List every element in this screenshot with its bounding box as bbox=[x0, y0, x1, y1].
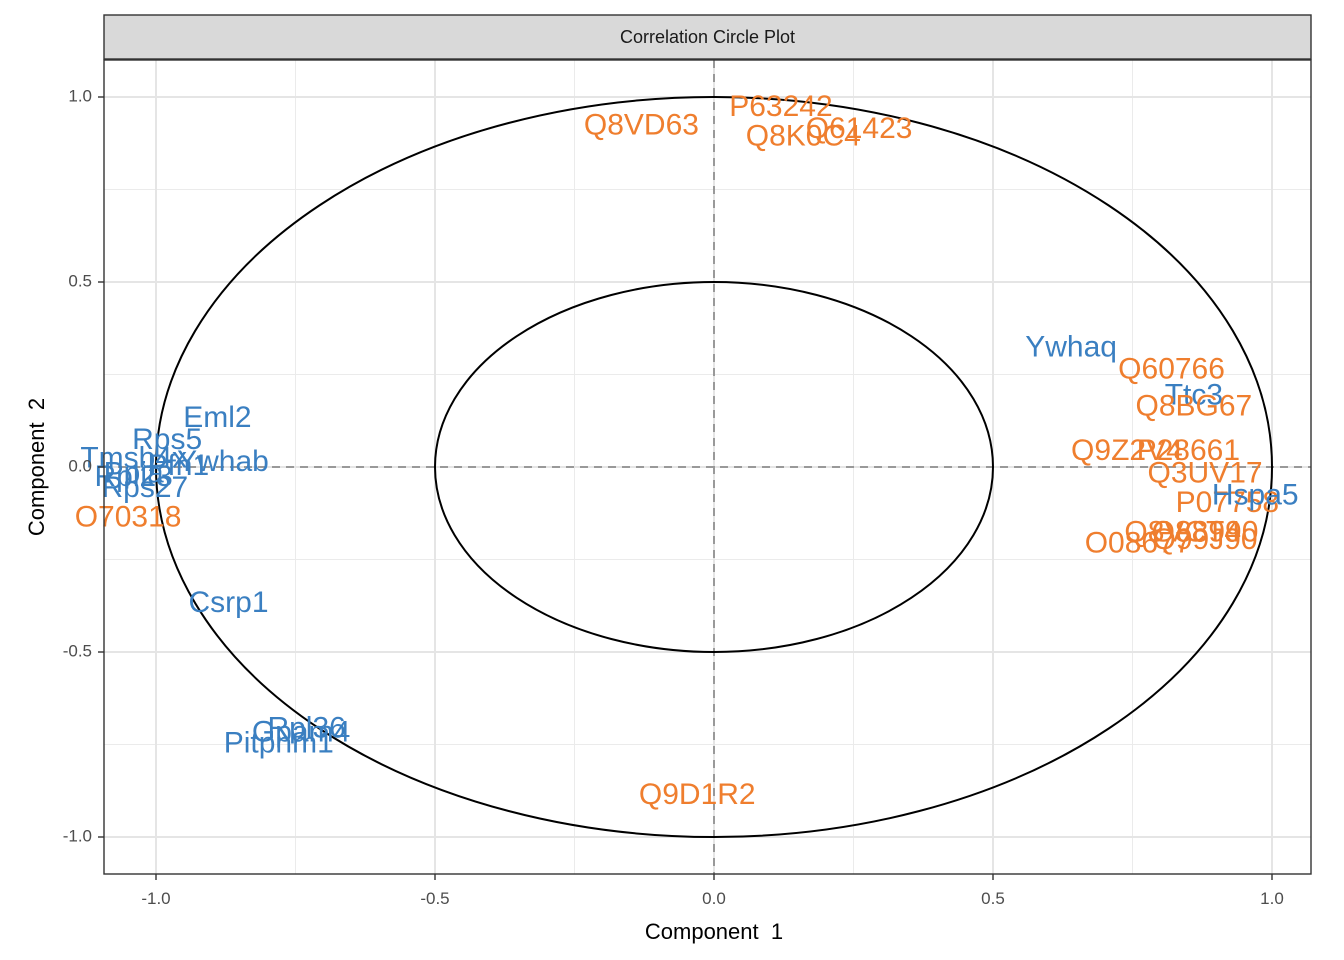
variable-label: Q3UV17 bbox=[1148, 456, 1263, 489]
variable-label: Ppia bbox=[104, 456, 164, 489]
variable-label: Q9Z2V4 bbox=[1071, 434, 1183, 467]
variable-label: O88990 bbox=[1152, 516, 1259, 549]
variable-label: Q8VCT4 bbox=[1124, 516, 1241, 549]
outer-circle bbox=[155, 96, 1273, 838]
variable-label: Q8VD63 bbox=[584, 109, 699, 142]
variable-label: Rps27 bbox=[101, 471, 188, 504]
variable-label: Q8BG67 bbox=[1136, 390, 1253, 423]
y-tick-label: -1.0 bbox=[63, 826, 92, 845]
variable-label: Q60766 bbox=[1118, 353, 1225, 386]
x-tick-label: 0.0 bbox=[702, 889, 726, 908]
variable-label: Q8K0C4 bbox=[746, 120, 861, 153]
y-tick-label: -0.5 bbox=[63, 641, 92, 660]
chart-title: Correlation Circle Plot bbox=[620, 27, 795, 47]
variable-label: Ywhaq bbox=[1025, 331, 1117, 364]
variable-label: P63242 bbox=[729, 90, 832, 123]
variable-label: Csrp1 bbox=[189, 586, 269, 619]
correlation-circles bbox=[155, 96, 1273, 838]
axes: -1.0 -0.5 0.0 0.5 1.0 -1.0 -0.5 0.0 0.5 1.0 bbox=[63, 86, 1284, 908]
variable-label: Pitpnm1 bbox=[224, 726, 334, 759]
variable-label: Rps5 bbox=[132, 423, 202, 456]
variable-label: Q61423 bbox=[806, 112, 913, 145]
variable-label: Hspa5 bbox=[1212, 479, 1299, 512]
inner-circle bbox=[434, 281, 994, 653]
variable-label: Gpam4 bbox=[252, 715, 350, 748]
y-tick-label: 0.0 bbox=[68, 456, 92, 475]
x-tick-label: 0.5 bbox=[981, 889, 1005, 908]
facet-strip bbox=[103, 14, 1312, 60]
variable-label: Eml2 bbox=[183, 401, 251, 434]
y-axis-title: Component 2 bbox=[24, 398, 49, 536]
reference-lines bbox=[104, 60, 1311, 874]
y-tick-label: 1.0 bbox=[68, 86, 92, 105]
variable-label: Ttc3 bbox=[1165, 379, 1223, 412]
x-axis-title: Component 1 bbox=[645, 919, 783, 944]
variable-label: Q9D1R2 bbox=[639, 778, 756, 811]
variable-label: Tmsb4x bbox=[80, 442, 187, 475]
variable-label: Q99J90 bbox=[1153, 523, 1258, 556]
variable-label: Rpl36 bbox=[267, 712, 345, 745]
y-tick-label: 0.5 bbox=[68, 271, 92, 290]
variable-label: O08677 bbox=[1085, 527, 1192, 560]
variable-label: P28661 bbox=[1137, 434, 1240, 467]
variable-label: Rpl23 bbox=[94, 460, 172, 493]
variable-label: O70318 bbox=[75, 501, 182, 534]
x-tick-label: 1.0 bbox=[1260, 889, 1284, 908]
variable-label: P07758 bbox=[1176, 486, 1279, 519]
variable-label: Pfn1 bbox=[147, 449, 209, 482]
x-tick-label: -1.0 bbox=[141, 889, 170, 908]
variable-label: Ywhab bbox=[177, 445, 269, 478]
x-tick-label: -0.5 bbox=[420, 889, 449, 908]
